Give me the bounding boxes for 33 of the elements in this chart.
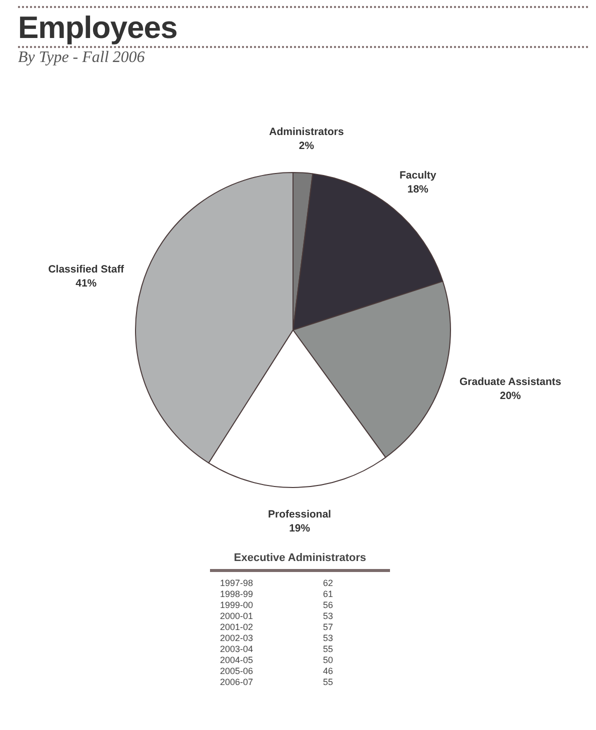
slice-label: Faculty (399, 169, 436, 182)
category-label: 1999-00 (220, 600, 254, 611)
category-label: 2002-03 (220, 633, 254, 644)
data-label: 57 (322, 622, 334, 633)
data-label: 19% (289, 522, 311, 534)
data-label: 55 (322, 677, 334, 688)
data-label: 46 (322, 666, 334, 677)
data-label: 18% (407, 183, 430, 196)
slice-label: Classified Staff (48, 263, 125, 276)
data-label: 62 (322, 578, 334, 589)
text: Executive Administrators (210, 552, 390, 572)
chart-title: Employees (18, 6, 588, 48)
chart-subtitle: By Type - Fall 2006 (18, 49, 146, 67)
data-label: 50 (322, 655, 334, 666)
category-label: 2006-07 (220, 677, 254, 688)
data-label: 56 (322, 600, 334, 611)
data-label: 41% (76, 277, 98, 290)
category-label: 2003-04 (220, 644, 254, 655)
category-label: 1998-99 (220, 589, 254, 600)
category-label: 2005-06 (220, 666, 254, 677)
data-label: 61 (322, 589, 334, 600)
category-label: 2001-02 (220, 622, 254, 633)
data-label: 53 (322, 611, 334, 622)
slice-label: Graduate Assistants (460, 376, 562, 388)
data-label: 53 (322, 633, 334, 644)
slice-label: Administrators (269, 126, 344, 138)
data-label: 2% (298, 140, 315, 152)
slice-label: Professional (268, 508, 332, 520)
category-label: 2000-01 (220, 611, 254, 622)
category-label: 2004-05 (220, 655, 254, 666)
category-label: 1997-98 (220, 578, 254, 589)
data-label: 20% (500, 390, 522, 402)
data-label: 55 (322, 644, 334, 655)
